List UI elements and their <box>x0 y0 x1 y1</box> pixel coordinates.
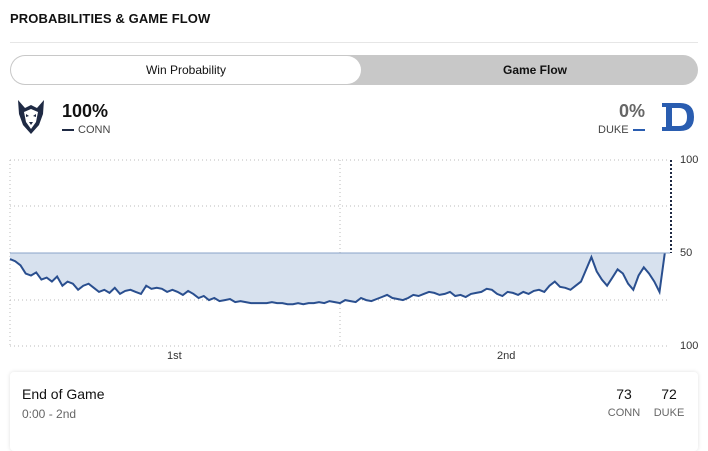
y-tick-mid: 50 <box>680 247 692 259</box>
view-toggle: Win Probability Game Flow <box>10 55 698 85</box>
chart-area-fill <box>10 253 665 305</box>
tab-game-flow[interactable]: Game Flow <box>502 63 567 77</box>
home-abbr: CONN <box>78 124 111 136</box>
game-clock: 0:00 - 2nd <box>22 407 77 421</box>
away-win-pct: 0% <box>619 101 646 121</box>
away-line-legend-icon <box>632 129 645 131</box>
uconn-husky-logo <box>18 100 44 134</box>
game-flow-chart: 100 50 100 1st 2nd <box>9 154 698 362</box>
away-score-abbr: DUKE <box>653 407 685 419</box>
final-score-card: End of Game 0:00 - 2nd 73 72 CONN DUKE <box>10 372 698 451</box>
game-status: End of Game <box>22 386 105 402</box>
y-tick-bottom: 100 <box>680 340 698 352</box>
y-tick-top: 100 <box>680 154 698 166</box>
home-score: 73 <box>616 386 632 402</box>
away-abbr: DUKE <box>598 124 629 136</box>
x-tick-first-half: 1st <box>167 350 182 362</box>
tab-win-probability[interactable]: Win Probability <box>11 56 361 84</box>
away-score: 72 <box>661 386 677 402</box>
x-tick-second-half: 2nd <box>497 350 515 362</box>
home-score-abbr: CONN <box>607 407 641 419</box>
duke-logo <box>662 103 694 131</box>
home-line-legend-icon <box>62 129 74 131</box>
section-title: PROBABILITIES & GAME FLOW <box>10 11 211 26</box>
home-win-pct: 100% <box>62 101 109 121</box>
chart-series-line <box>9 252 666 306</box>
divider <box>10 42 698 43</box>
